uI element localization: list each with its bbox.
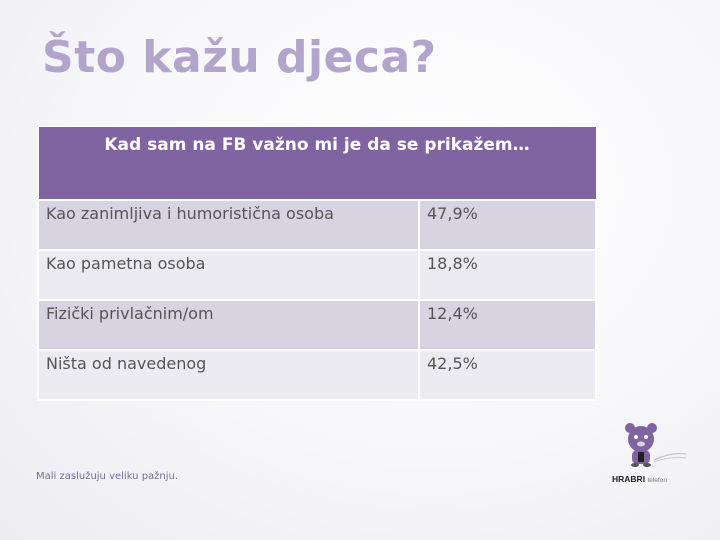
footer-tagline: Mali zaslužuju veliku pažnju. (36, 471, 179, 482)
slide-title: Što kažu djeca? (42, 32, 437, 83)
row-label: Kao zanimljiva i humoristična osoba (37, 199, 420, 251)
table-row: Ništa od navedenog 42,5% (37, 349, 597, 401)
logo-label: HRABRI telefon (612, 474, 667, 484)
bear-icon (625, 423, 687, 467)
row-value: 12,4% (418, 299, 597, 351)
row-label: Fizički privlačnim/om (37, 299, 420, 351)
logo-sub: telefon (647, 477, 667, 484)
row-value: 47,9% (418, 199, 597, 251)
table-row: Kao zanimljiva i humoristična osoba 47,9… (37, 199, 597, 251)
row-value: 18,8% (418, 249, 597, 301)
table-row: Kao pametna osoba 18,8% (37, 249, 597, 301)
row-label: Ništa od navedenog (37, 349, 420, 401)
results-table: Kad sam na FB važno mi je da se prikažem… (37, 126, 597, 401)
row-label: Kao pametna osoba (37, 249, 420, 301)
table-header-row: Kad sam na FB važno mi je da se prikažem… (37, 126, 597, 201)
table-row: Fizički privlačnim/om 12,4% (37, 299, 597, 351)
row-value: 42,5% (418, 349, 597, 401)
logo-name: HRABRI (612, 474, 646, 484)
table-header: Kad sam na FB važno mi je da se prikažem… (37, 126, 597, 201)
